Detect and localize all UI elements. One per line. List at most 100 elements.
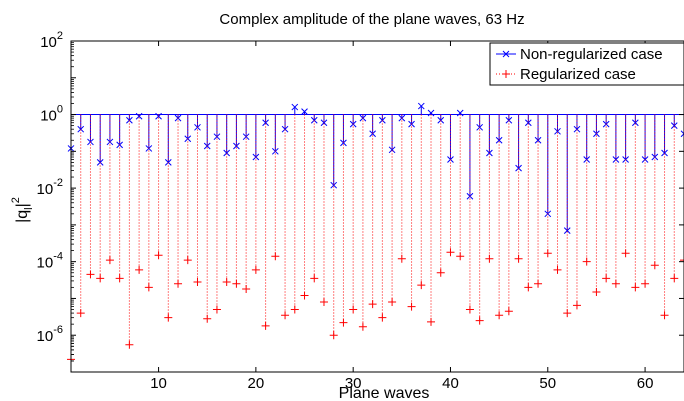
data-point-plus: [504, 307, 513, 316]
data-point-plus: [251, 265, 260, 274]
y-tick-base: 10: [37, 181, 54, 198]
data-point-plus: [621, 249, 630, 258]
y-tick-base: 10: [37, 328, 54, 345]
data-point-x: [388, 146, 396, 154]
data-point-plus: [115, 274, 124, 283]
data-point-plus: [397, 254, 406, 263]
data-point-plus: [105, 256, 114, 265]
legend-box: [489, 42, 684, 86]
data-point-plus: [592, 287, 601, 296]
plot-background: [71, 41, 684, 372]
data-point-plus: [232, 279, 241, 288]
plot-area: [67, 41, 684, 372]
data-point-plus: [349, 305, 358, 314]
data-point-plus: [563, 309, 572, 318]
data-point-x: [680, 130, 684, 138]
data-point-plus: [602, 274, 611, 283]
data-point-x: [310, 116, 318, 124]
data-point-x: [486, 149, 493, 157]
x-tick-label: 50: [539, 375, 556, 392]
x-tick-label: 30: [345, 375, 362, 392]
y-axis-label-exp: 2: [10, 197, 22, 203]
data-point-plus: [86, 270, 95, 279]
data-point-plus: [125, 340, 134, 349]
data-point-plus: [475, 316, 484, 325]
data-point-plus: [436, 268, 445, 277]
data-point-plus: [164, 313, 173, 322]
data-point-plus: [174, 279, 183, 288]
data-point-x: [340, 139, 347, 147]
y-tick-label: 100: [40, 104, 63, 125]
data-point-x: [447, 156, 454, 163]
y-tick-base: 10: [40, 108, 57, 125]
data-point-x: [631, 119, 639, 127]
data-point-plus: [611, 279, 620, 288]
data-point-plus: [446, 248, 455, 257]
y-tick-exponent: 2: [57, 30, 63, 42]
data-point-plus: [261, 321, 270, 330]
data-point-plus: [212, 305, 221, 314]
y-tick-label: 10-4: [37, 251, 63, 272]
data-point-x: [233, 142, 240, 150]
data-point-x: [223, 149, 231, 157]
x-tick-label: 40: [442, 375, 459, 392]
legend-label: Non-regularized case: [520, 46, 663, 63]
y-tick-exponent: -2: [53, 177, 63, 189]
data-point-x: [96, 159, 104, 166]
x-tick-label: 60: [637, 375, 654, 392]
data-point-x: [281, 125, 289, 133]
data-point-x: [583, 156, 591, 163]
y-tick-exponent: -4: [53, 251, 63, 263]
y-tick-base: 10: [37, 255, 54, 272]
data-point-x: [369, 130, 376, 138]
data-point-plus: [572, 301, 581, 310]
data-point-x: [641, 156, 649, 163]
y-tick-base: 10: [40, 34, 57, 51]
data-point-plus: [524, 283, 533, 292]
data-point-plus: [329, 331, 338, 340]
data-point-plus: [144, 283, 153, 292]
x-tick-label: 20: [248, 375, 265, 392]
data-point-plus: [281, 311, 290, 320]
data-point-plus: [135, 265, 144, 274]
data-point-plus: [154, 251, 163, 260]
data-point-x: [203, 142, 211, 150]
data-point-plus: [300, 291, 309, 300]
data-point-x: [534, 136, 542, 144]
legend: Non-regularized case Regularized case: [489, 42, 684, 86]
data-point-plus: [650, 261, 659, 270]
data-point-x: [242, 133, 250, 141]
data-point-plus: [368, 300, 377, 309]
data-point-plus: [456, 252, 465, 261]
data-point-x: [126, 116, 133, 124]
data-point-plus: [222, 277, 231, 286]
data-point-plus: [514, 254, 523, 263]
x-axis-label: Plane waves: [339, 385, 430, 401]
data-point-plus: [96, 274, 105, 283]
data-point-plus: [358, 322, 367, 331]
data-point-x: [262, 119, 269, 127]
y-tick-label: 10-6: [37, 324, 63, 345]
data-point-x: [573, 125, 581, 133]
data-point-x: [320, 119, 328, 127]
data-point-plus: [193, 277, 202, 286]
data-point-x: [417, 102, 425, 110]
data-point-plus: [553, 265, 562, 274]
data-point-x: [213, 133, 221, 141]
data-point-x: [524, 119, 532, 127]
data-point-x: [379, 116, 386, 124]
data-point-plus: [388, 298, 397, 307]
y-tick-label: 10-2: [37, 177, 63, 198]
data-point-plus: [290, 305, 299, 314]
data-point-x: [515, 164, 522, 172]
data-point-x: [563, 227, 571, 234]
legend-marker-plus: [502, 70, 510, 78]
y-axis-label-sub: l: [23, 207, 35, 209]
data-point-plus: [310, 274, 319, 283]
data-point-plus: [203, 314, 212, 323]
data-point-plus: [631, 283, 640, 292]
axes-frame: [70, 40, 684, 373]
data-point-plus: [271, 252, 280, 261]
data-point-x: [554, 127, 561, 135]
